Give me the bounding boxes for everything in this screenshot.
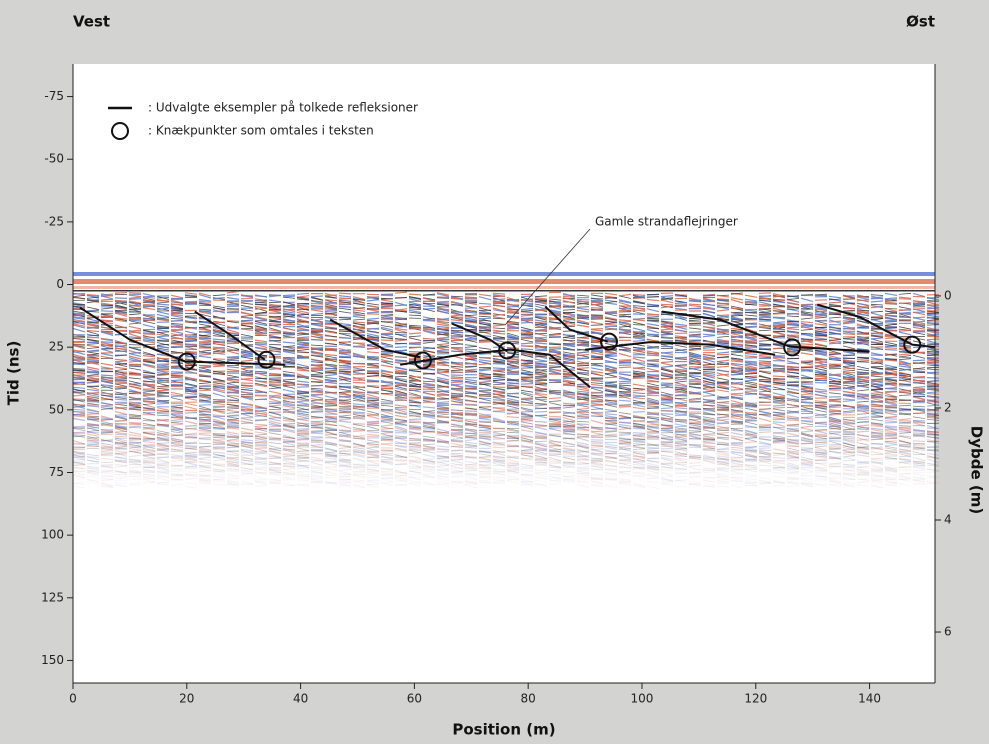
legend-label: : Knækpunkter som omtales i teksten — [148, 124, 374, 138]
surface-band — [73, 286, 935, 289]
x-tick-label: 40 — [293, 692, 308, 706]
y2-tick-label: 6 — [944, 625, 952, 639]
y-tick-label: -75 — [44, 89, 64, 103]
y-tick-label: 0 — [56, 277, 64, 291]
surface-band — [73, 279, 935, 284]
surface-band — [73, 272, 935, 276]
y-tick-label: 25 — [49, 340, 64, 354]
y-tick-label: -25 — [44, 214, 64, 228]
y-tick-label: 50 — [49, 402, 64, 416]
annotation: Gamle strandaflejringer — [595, 215, 738, 229]
y2-tick-label: 2 — [944, 400, 952, 414]
x-tick-label: 0 — [69, 692, 77, 706]
title-right: Øst — [906, 13, 935, 31]
y-axis-label: Tid (ns) — [5, 341, 23, 406]
title-left: Vest — [73, 13, 110, 31]
y2-axis-label: Dybde (m) — [968, 426, 986, 514]
y2-tick-label: 4 — [944, 512, 952, 526]
y-tick-label: 150 — [41, 653, 64, 667]
x-tick-label: 20 — [179, 692, 194, 706]
y-tick-label: 100 — [41, 528, 64, 542]
x-axis-label: Position (m) — [452, 721, 555, 739]
plot-area — [73, 64, 935, 683]
y-tick-label: 75 — [49, 465, 64, 479]
y-tick-label: -50 — [44, 152, 64, 166]
x-tick-label: 80 — [521, 692, 536, 706]
x-tick-label: 100 — [631, 692, 654, 706]
chart: Vest Øst Position (m) Tid (ns) Dybde (m)… — [0, 0, 989, 744]
y-tick-label: 125 — [41, 590, 64, 604]
x-tick-label: 140 — [858, 692, 881, 706]
legend-label: : Udvalgte eksempler på tolkede refleksi… — [148, 101, 418, 115]
surface-band — [73, 290, 935, 292]
x-tick-label: 60 — [407, 692, 422, 706]
y2-tick-label: 0 — [944, 288, 952, 302]
x-tick-label: 120 — [744, 692, 767, 706]
